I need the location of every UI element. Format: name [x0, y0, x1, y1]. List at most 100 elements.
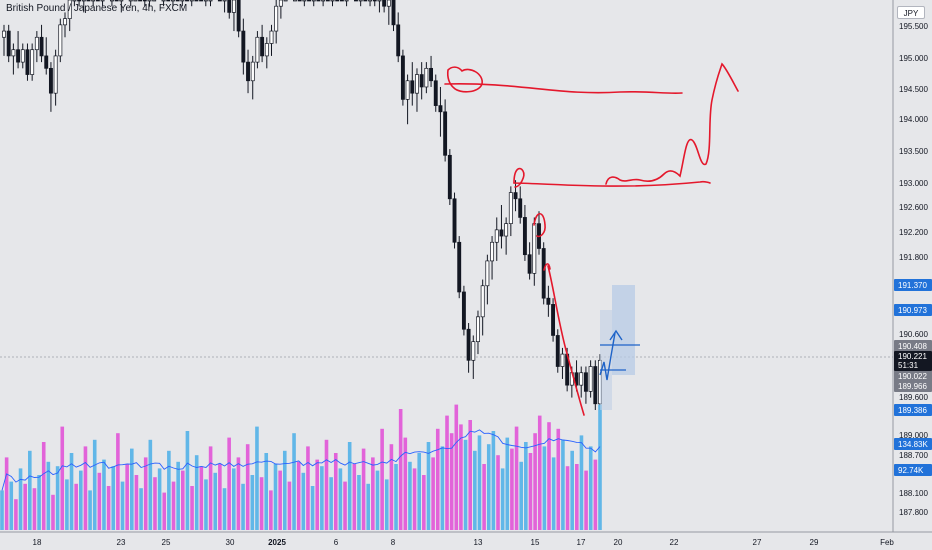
volume-bar [454, 404, 459, 530]
volume-bar [588, 446, 593, 530]
candle-body [583, 372, 588, 392]
candle-body [297, 0, 302, 2]
candle-body [241, 30, 246, 63]
candle [91, 0, 96, 7]
volume-bar [320, 466, 324, 530]
y-tick-label: 192.600 [899, 203, 928, 212]
candle-body [100, 0, 105, 2]
candle-body [166, 0, 171, 2]
candle-body [185, 0, 189, 2]
candle-body [6, 30, 11, 57]
volume-bar [426, 442, 431, 530]
candle [278, 0, 283, 19]
axis-label-background [894, 340, 932, 352]
candle-body [2, 30, 6, 38]
candle [30, 43, 35, 81]
volume-bar [264, 453, 269, 530]
volume-bar [190, 486, 194, 530]
candle [264, 37, 269, 69]
volume-bar [204, 479, 208, 530]
volume-bar [408, 461, 412, 530]
volume-bar [445, 415, 449, 530]
candle-body [461, 291, 466, 330]
candle-body [316, 0, 321, 2]
volume-bar [500, 468, 505, 530]
volume-bar [69, 453, 74, 530]
volume-bar [194, 455, 199, 530]
projection-path [599, 332, 616, 381]
candle [269, 24, 274, 56]
candle-body [86, 0, 91, 2]
candle [429, 55, 434, 87]
candle [311, 0, 316, 7]
volume-bar [18, 468, 23, 530]
candle [175, 0, 180, 2]
axis-label-text: 191.370 [898, 281, 927, 290]
candle-body [81, 0, 86, 2]
x-tick-label: 6 [334, 538, 339, 547]
x-tick-label: 30 [226, 538, 235, 547]
volume-bar [102, 459, 106, 530]
volume-group [0, 404, 602, 530]
currency-badge[interactable]: JPY [897, 6, 925, 19]
candle-body [391, 0, 396, 26]
candle [6, 24, 11, 63]
candle [86, 0, 91, 2]
candle-body [532, 223, 537, 274]
y-tick-label: 193.000 [899, 179, 928, 188]
volume-bar [83, 446, 88, 530]
candle [518, 186, 523, 224]
candle-body [293, 0, 297, 2]
x-tick-label: 23 [117, 538, 126, 547]
volume-bar [269, 490, 273, 530]
volume-bar [593, 459, 598, 530]
price-label-gray: 189.966 [894, 380, 932, 392]
candle-body [485, 260, 490, 287]
candle [339, 0, 344, 2]
candle-body [476, 316, 480, 343]
volume-bar [352, 464, 357, 530]
candle [232, 0, 236, 32]
x-tick-label: 2025 [268, 538, 286, 547]
candle [316, 0, 321, 2]
candle [142, 0, 147, 7]
candle-body [335, 0, 340, 2]
candle-body [429, 67, 434, 82]
x-tick-label: Feb [880, 538, 894, 547]
x-tick-label: 8 [391, 538, 396, 547]
candle [203, 0, 208, 7]
price-label-gray: 190.022 [894, 370, 932, 382]
volume-bar [32, 488, 37, 530]
candle-body [30, 49, 35, 75]
candle [433, 74, 438, 112]
volume-bar [435, 428, 440, 530]
candle [58, 18, 63, 63]
candle [396, 12, 401, 63]
volume-bar [97, 472, 102, 530]
volume-bar [250, 475, 255, 530]
volume-bar [28, 450, 32, 530]
volume-bar [236, 457, 241, 530]
x-tick-label: 18 [33, 538, 42, 547]
volume-bar [120, 481, 125, 530]
volume-bar [496, 455, 500, 530]
candle-body [161, 0, 166, 2]
candle-body [48, 67, 53, 94]
candle-body [527, 254, 532, 274]
y-tick-label: 195.500 [899, 22, 928, 31]
volume-bar [533, 433, 537, 530]
candle [246, 49, 250, 94]
candle-body [541, 248, 546, 299]
volume-bar [51, 494, 55, 530]
candle [358, 0, 363, 7]
candle-body [447, 154, 452, 200]
candle-body [72, 0, 77, 2]
volume-bar [477, 435, 482, 530]
y-tick-label: 190.600 [899, 330, 928, 339]
candle [16, 31, 21, 69]
candle-body [321, 0, 326, 2]
candle-body [278, 0, 283, 7]
candle [476, 310, 480, 355]
projection-box [612, 285, 635, 375]
